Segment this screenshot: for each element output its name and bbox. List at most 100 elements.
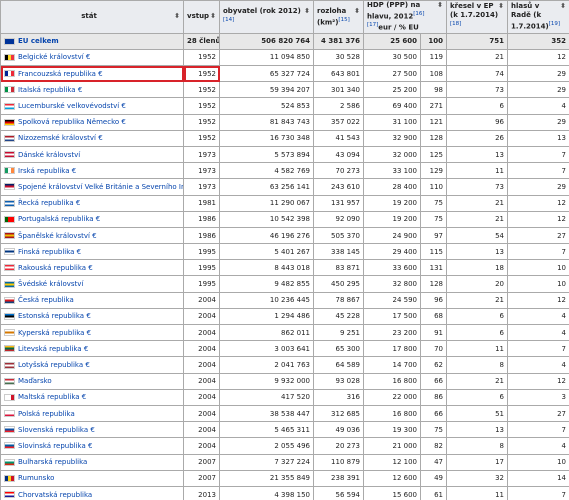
cell-text: 13 bbox=[495, 247, 504, 256]
value-cell: 4 bbox=[507, 97, 569, 115]
country-link[interactable]: Maďarsko bbox=[18, 377, 52, 386]
country-link[interactable]: Polská republika bbox=[18, 409, 75, 418]
reference[interactable]: [19] bbox=[548, 21, 561, 28]
country-row: Finská republika € 1995 5 401 267 338 145 29… bbox=[0, 243, 569, 261]
cell-text: 129 bbox=[429, 166, 443, 175]
cell-text: 2 055 496 bbox=[274, 441, 310, 450]
value-cell: 12 bbox=[507, 210, 569, 228]
value-cell: 24 900 bbox=[363, 226, 421, 245]
country-row: Litevská republika € 2004 3 003 641 65 300 1… bbox=[0, 340, 569, 358]
cell-text: 32 000 bbox=[392, 150, 418, 159]
cell-text: 16 730 348 bbox=[269, 134, 310, 143]
sort-icon[interactable]: ⬍ bbox=[560, 2, 566, 11]
country-link[interactable]: Belgické království € bbox=[18, 53, 91, 62]
country-link[interactable]: Litevská republika € bbox=[18, 344, 89, 353]
country-link[interactable]: Francouzská republika € bbox=[18, 69, 103, 78]
country-link[interactable]: Italská republika € bbox=[18, 85, 83, 94]
country-link[interactable]: Bulharská republika bbox=[18, 458, 88, 467]
reference[interactable]: [16][17] bbox=[367, 11, 425, 29]
sort-icon[interactable]: ⬍ bbox=[210, 12, 216, 21]
country-link[interactable]: Rumunsko bbox=[18, 474, 55, 483]
country-link[interactable]: Dánské království bbox=[18, 150, 81, 159]
country-link[interactable]: Spolková republika Německo € bbox=[18, 118, 126, 127]
value-cell: 2 586 bbox=[313, 97, 364, 115]
reference[interactable]: [15] bbox=[338, 16, 350, 23]
country-row: Kyperská republika € 2004 862 011 9 251 23 2… bbox=[0, 324, 569, 342]
value-cell: 21 bbox=[446, 48, 508, 67]
cell-text: 4 bbox=[561, 312, 566, 321]
country-row: Česká republika 2004 10 236 445 78 867 24 59… bbox=[0, 291, 569, 309]
cell-text: 33 100 bbox=[392, 166, 418, 175]
reference[interactable]: [18] bbox=[450, 21, 462, 28]
country-link[interactable]: Španělské království € bbox=[18, 231, 97, 240]
sort-icon[interactable]: ⬍ bbox=[498, 2, 504, 11]
country-row: Bulharská republika 2007 7 327 224 110 879 1… bbox=[0, 453, 569, 471]
cell-text: 2004 bbox=[198, 344, 216, 353]
value-cell: 21 bbox=[446, 194, 508, 212]
value-cell: 32 900 bbox=[363, 129, 421, 147]
cell-text: 10 bbox=[557, 263, 566, 272]
value-cell: 83 871 bbox=[313, 259, 364, 277]
value-cell: 1952 bbox=[183, 65, 220, 83]
country-link[interactable]: Rakouská republika € bbox=[18, 263, 93, 272]
country-link[interactable]: Spojené království Velké Británie a Seve… bbox=[18, 182, 184, 191]
country-link[interactable]: Slovinská republika € bbox=[18, 441, 93, 450]
sort-icon[interactable]: ⬍ bbox=[354, 6, 360, 15]
country-link[interactable]: Maltská republika € bbox=[18, 393, 87, 402]
value-cell: 21 355 849 bbox=[219, 469, 314, 487]
country-cell: Spolková republika Německo € bbox=[0, 113, 184, 131]
country-link[interactable]: Kyperská republika € bbox=[18, 328, 92, 337]
country-link[interactable]: Portugalská republika € bbox=[18, 215, 101, 224]
value-cell: 12 bbox=[507, 48, 569, 67]
country-cell: Bulharská republika bbox=[0, 453, 184, 471]
cell-text: 505 370 bbox=[331, 231, 360, 240]
cell-text: 6 bbox=[499, 102, 504, 110]
cell-text: 125 bbox=[429, 150, 443, 159]
sort-icon[interactable]: ⬍ bbox=[174, 12, 180, 21]
country-link[interactable]: Česká republika bbox=[18, 296, 74, 305]
value-cell: 82 bbox=[420, 437, 447, 455]
value-cell: 13 bbox=[446, 421, 508, 439]
reference[interactable]: [14] bbox=[223, 16, 235, 23]
flag-icon bbox=[4, 296, 15, 304]
country-link[interactable]: EU celkem bbox=[18, 37, 59, 46]
cell-text: 2004 bbox=[198, 296, 216, 305]
value-cell: 13 bbox=[446, 145, 508, 164]
country-cell: Lucemburské velkovévodství € bbox=[0, 97, 184, 115]
cell-text: 11 bbox=[495, 344, 504, 353]
value-cell: 4 bbox=[507, 324, 569, 342]
country-link[interactable]: Irská republika € bbox=[18, 166, 77, 175]
sort-icon[interactable]: ⬍ bbox=[437, 1, 443, 9]
value-cell: 301 340 bbox=[313, 81, 364, 99]
country-link[interactable]: Finská republika € bbox=[18, 247, 82, 256]
cell-text: 11 094 850 bbox=[269, 53, 310, 62]
value-cell: 30 528 bbox=[313, 48, 364, 67]
country-link[interactable]: Řecká republika € bbox=[18, 199, 81, 208]
value-cell: 11 094 850 bbox=[219, 48, 314, 67]
cell-text: 74 bbox=[495, 69, 504, 78]
country-link[interactable]: Slovenská republika € bbox=[18, 425, 95, 434]
cell-text: 243 610 bbox=[331, 182, 360, 191]
value-cell: 14 bbox=[507, 469, 569, 487]
country-link[interactable]: Lotyšská republika € bbox=[18, 361, 90, 369]
country-link[interactable]: Chorvatská republika bbox=[18, 490, 93, 499]
value-cell: 131 957 bbox=[313, 194, 364, 212]
sort-icon[interactable]: ⬍ bbox=[304, 6, 310, 15]
cell-text: 20 bbox=[495, 280, 504, 289]
value-cell: 2004 bbox=[183, 421, 220, 439]
cell-text: 751 bbox=[489, 37, 504, 46]
cell-text: 238 391 bbox=[331, 474, 360, 483]
cell-text: 56 594 bbox=[335, 490, 361, 499]
value-cell: 2007 bbox=[183, 469, 220, 487]
country-link[interactable]: Lucemburské velkovévodství € bbox=[18, 102, 126, 110]
value-cell: 16 800 bbox=[363, 372, 421, 390]
country-link[interactable]: Estonská republika € bbox=[18, 312, 91, 321]
value-cell: 21 bbox=[446, 291, 508, 309]
value-cell: 51 bbox=[446, 404, 508, 423]
country-link[interactable]: Švédské království bbox=[18, 280, 84, 289]
cell-text: 5 465 311 bbox=[274, 425, 310, 434]
country-cell: Dánské království bbox=[0, 145, 184, 164]
cell-text: 26 bbox=[495, 134, 504, 143]
value-cell: 92 090 bbox=[313, 210, 364, 228]
country-link[interactable]: Nizozemské království € bbox=[18, 134, 103, 143]
